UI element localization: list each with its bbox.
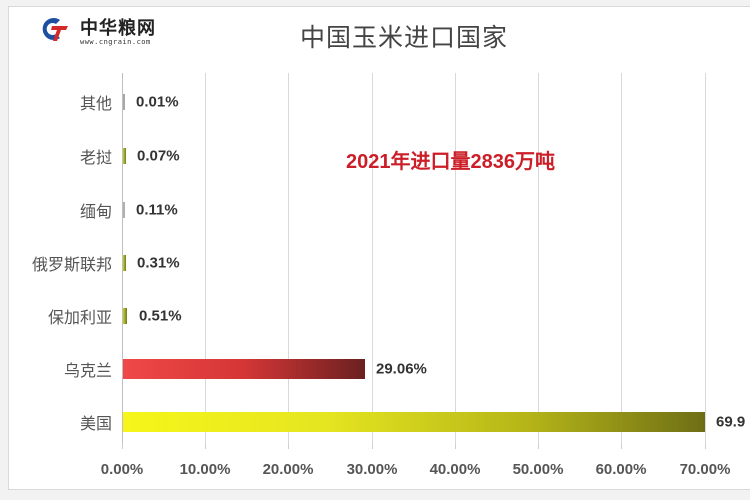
category-label: 其他 [79,94,112,113]
category-label: 老挝 [79,148,112,167]
value-label: 0.01% [136,93,179,111]
value-label: 69.9 [716,413,746,431]
value-label: 0.31% [137,254,180,272]
value-label: 0.51% [139,307,182,325]
value-label: 0.11% [136,201,178,219]
bar-laos [123,148,126,164]
gridline [705,73,706,443]
x-tick [122,443,123,449]
gridline [455,73,456,443]
bar-myanmar [123,202,125,218]
logo-url: www.cngrain.com [80,38,151,46]
x-tick-label: 0.00% [100,461,144,478]
x-tick-label: 20.00% [262,461,314,478]
import-volume-annotation: 2021年进口量2836万吨 [346,151,555,173]
x-tick [205,443,206,449]
chart-title: 中国玉米进口国家 [300,23,509,52]
value-label: 0.07% [137,147,180,165]
bar-other [123,94,125,110]
bar-usa [123,412,705,432]
x-tick-label: 50.00% [512,461,564,478]
x-tick-label: 70.00% [679,461,731,478]
bar-russia [123,255,126,271]
x-tick [288,443,289,449]
x-tick-label: 10.00% [179,461,231,478]
chart-frame [8,6,750,490]
x-tick [538,443,539,449]
gridline [205,73,206,443]
value-label: 29.06% [376,360,427,378]
category-label: 乌克兰 [63,361,112,380]
cngrain-logo-icon [42,18,68,41]
x-tick [372,443,373,449]
bar-ukraine [123,359,365,379]
gridline [372,73,373,443]
x-tick-label: 40.00% [429,461,481,478]
bar-bulgaria [123,308,127,324]
category-label: 缅甸 [79,202,112,221]
logo: 中华粮网 www.cngrain.com [38,14,198,48]
x-tick-label: 30.00% [346,461,398,478]
y-axis-line [122,73,123,443]
x-tick [705,443,706,449]
gridline [538,73,539,443]
logo-text: 中华粮网 [80,18,156,39]
gridline [288,73,289,443]
x-tick [621,443,622,449]
category-label: 保加利亚 [47,308,112,327]
gridline [621,73,622,443]
x-tick [455,443,456,449]
x-tick-label: 60.00% [595,461,647,478]
category-label: 美国 [79,414,112,433]
category-label: 俄罗斯联邦 [31,255,112,274]
